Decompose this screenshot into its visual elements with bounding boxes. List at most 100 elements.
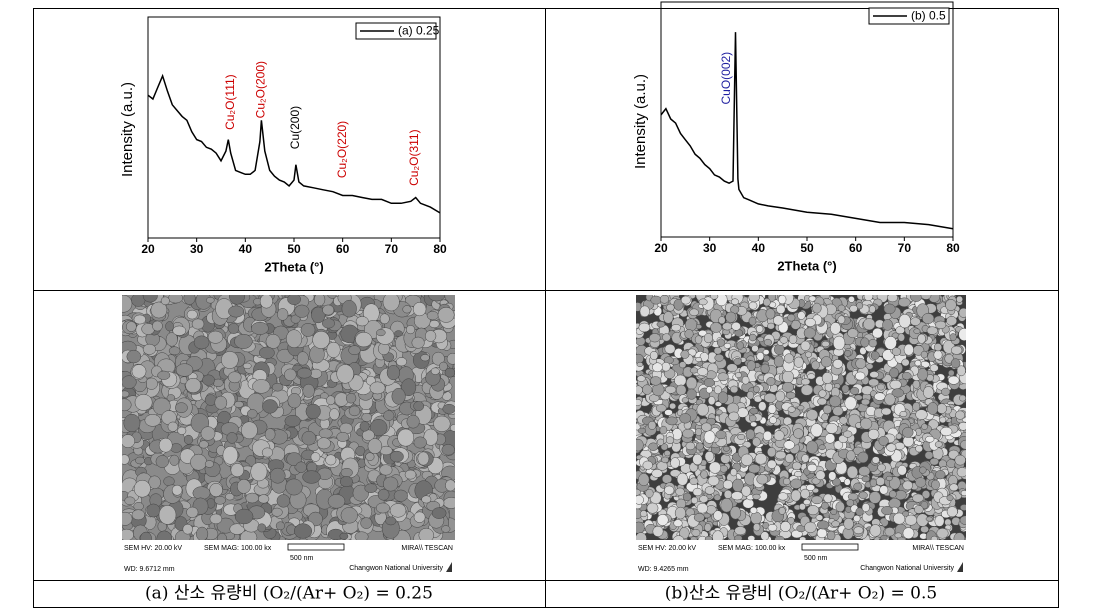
grain bbox=[694, 335, 703, 344]
grain bbox=[202, 374, 215, 386]
grain bbox=[406, 414, 420, 429]
grain bbox=[361, 412, 373, 422]
grain bbox=[126, 349, 142, 364]
grain bbox=[898, 313, 911, 329]
grain bbox=[355, 316, 369, 327]
grain bbox=[777, 492, 789, 501]
grain bbox=[858, 491, 868, 499]
legend-label: (a) 0.25 bbox=[398, 24, 440, 38]
grain bbox=[888, 490, 897, 499]
grain bbox=[674, 374, 687, 387]
grain bbox=[650, 376, 662, 386]
grain bbox=[717, 372, 729, 382]
grain bbox=[412, 302, 427, 317]
grain bbox=[953, 532, 966, 540]
grain bbox=[376, 329, 386, 337]
grain bbox=[405, 325, 416, 335]
grain bbox=[295, 461, 307, 473]
grain bbox=[832, 335, 846, 351]
grain bbox=[740, 453, 754, 466]
grain bbox=[385, 516, 397, 526]
grain bbox=[421, 495, 432, 504]
grain bbox=[863, 295, 874, 302]
grain bbox=[287, 295, 301, 305]
grain bbox=[746, 360, 756, 371]
grain bbox=[940, 426, 953, 437]
grain bbox=[921, 313, 935, 324]
grain bbox=[794, 471, 803, 478]
grain bbox=[695, 357, 703, 362]
grain bbox=[753, 385, 760, 393]
legend-box bbox=[355, 22, 437, 40]
peak-label: Cu₂O(111) bbox=[223, 74, 237, 130]
grain bbox=[818, 444, 826, 451]
grain bbox=[737, 433, 746, 441]
grain bbox=[200, 426, 216, 441]
grain bbox=[134, 394, 153, 411]
grain bbox=[142, 295, 158, 303]
grain bbox=[848, 296, 855, 303]
grain bbox=[692, 453, 703, 466]
grain bbox=[720, 453, 731, 464]
grain bbox=[722, 322, 733, 331]
grain bbox=[679, 527, 690, 540]
grain bbox=[329, 408, 340, 421]
grain bbox=[369, 419, 388, 437]
grain bbox=[830, 508, 838, 515]
grain bbox=[846, 499, 855, 507]
grain bbox=[944, 353, 954, 364]
grain bbox=[959, 394, 966, 402]
grain bbox=[241, 421, 258, 440]
grain bbox=[664, 409, 673, 416]
grain bbox=[946, 316, 958, 326]
grain bbox=[945, 299, 957, 311]
grain bbox=[884, 336, 897, 350]
grain bbox=[849, 304, 858, 313]
grain bbox=[839, 416, 848, 425]
grain bbox=[898, 297, 911, 308]
grain bbox=[815, 470, 826, 481]
grain bbox=[715, 295, 728, 307]
grain bbox=[645, 488, 654, 498]
grain bbox=[649, 333, 661, 343]
grain bbox=[855, 507, 864, 517]
grain bbox=[155, 455, 169, 468]
grain bbox=[925, 435, 935, 443]
grain bbox=[229, 295, 245, 305]
grain bbox=[931, 479, 940, 490]
grain bbox=[652, 525, 664, 537]
grain bbox=[404, 469, 417, 480]
sem-info: Changwon National University bbox=[860, 565, 954, 572]
grain bbox=[340, 467, 353, 478]
grain bbox=[846, 465, 859, 479]
grain bbox=[379, 313, 390, 325]
grain bbox=[228, 305, 245, 318]
grain bbox=[886, 443, 897, 452]
x-tick-label: 70 bbox=[898, 241, 912, 255]
grain bbox=[773, 315, 784, 326]
grain bbox=[230, 463, 245, 478]
grain bbox=[656, 321, 666, 328]
grain bbox=[122, 454, 130, 465]
grain bbox=[659, 425, 668, 435]
grain bbox=[713, 494, 721, 501]
grain bbox=[947, 375, 960, 385]
x-tick-label: 30 bbox=[703, 241, 717, 255]
grain bbox=[394, 330, 403, 337]
grain bbox=[889, 367, 899, 379]
grain bbox=[325, 454, 337, 466]
grain bbox=[226, 432, 238, 444]
grain bbox=[879, 485, 889, 495]
grain bbox=[221, 351, 239, 369]
grain bbox=[754, 453, 768, 465]
grain bbox=[958, 328, 966, 341]
grain bbox=[417, 451, 430, 466]
grain bbox=[172, 325, 187, 336]
grain bbox=[783, 440, 795, 450]
grain bbox=[826, 530, 836, 540]
grain bbox=[723, 342, 732, 349]
grain bbox=[125, 321, 137, 332]
grain bbox=[250, 462, 268, 482]
grain bbox=[348, 345, 361, 356]
grain bbox=[684, 329, 694, 339]
